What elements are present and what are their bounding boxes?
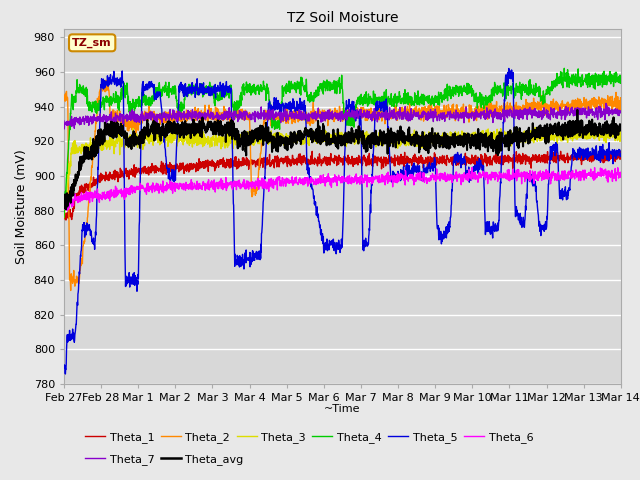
- Text: TZ_sm: TZ_sm: [72, 37, 112, 48]
- Title: TZ Soil Moisture: TZ Soil Moisture: [287, 11, 398, 25]
- Y-axis label: Soil Moisture (mV): Soil Moisture (mV): [15, 149, 28, 264]
- Legend: Theta_7, Theta_avg: Theta_7, Theta_avg: [81, 449, 248, 469]
- X-axis label: ~Time: ~Time: [324, 405, 361, 414]
